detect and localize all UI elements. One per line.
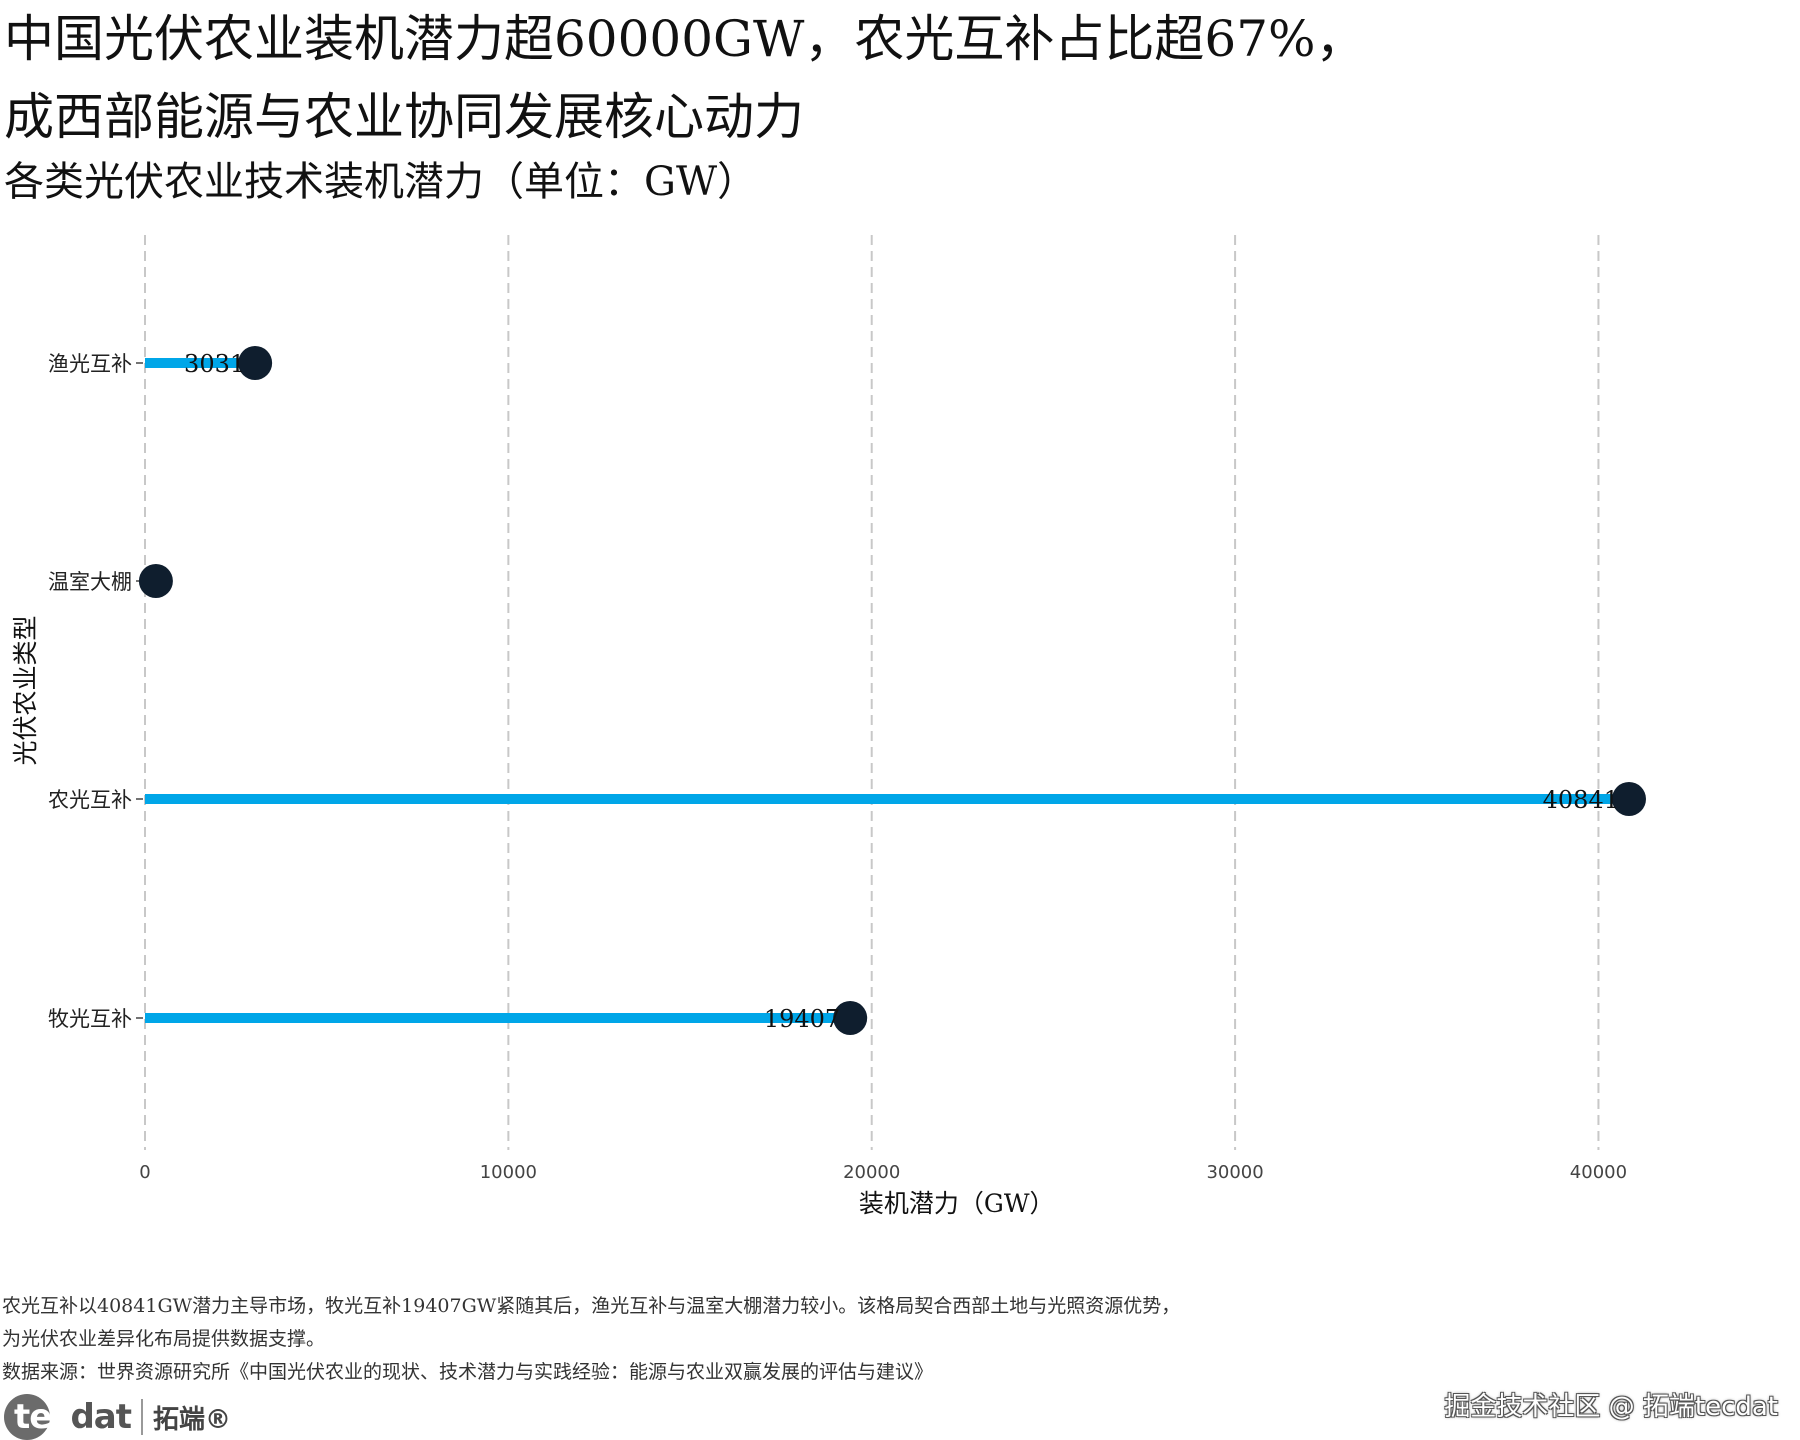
category-label: 牧光互补 [48, 1007, 132, 1031]
source-note: 数据来源：世界资源研究所《中国光伏农业的现状、技术潜力与实践经验：能源与农业双赢… [2, 1361, 934, 1383]
data-labels: 3031 40841 19407 [184, 350, 1619, 1033]
y-axis-title: 光伏农业类型 [11, 615, 40, 765]
dot [138, 564, 173, 598]
chart-subtitle: 各类光伏农业技术装机潜力（单位：GW） [4, 159, 758, 205]
logo-wordmark-part-2: dat [70, 1397, 132, 1437]
tecdat-logo: tecdat 拓端® [4, 1394, 231, 1440]
data-label: 19407 [764, 1005, 840, 1033]
x-tick-label: 0 [139, 1162, 150, 1183]
footnote-line-2: 为光伏农业差异化布局提供数据支撑。 [2, 1328, 326, 1350]
logo-wordmark: tecdat [14, 1397, 132, 1437]
chart-title-line-2: 成西部能源与农业协同发展核心动力 [4, 88, 804, 146]
dot [238, 346, 273, 380]
x-tick-label: 10000 [480, 1162, 537, 1183]
logo-divider [141, 1399, 144, 1435]
category-label: 渔光互补 [48, 352, 132, 376]
x-tick-label: 20000 [843, 1162, 900, 1183]
data-label: 40841 [1543, 786, 1619, 814]
dot [1612, 782, 1646, 816]
x-axis-title: 装机潜力（GW） [859, 1189, 1055, 1218]
watermark: 掘金技术社区 @ 拓端tecdat [1444, 1392, 1778, 1422]
logo-chinese-name: 拓端® [153, 1404, 232, 1435]
dot [833, 1001, 868, 1035]
stems [145, 358, 1629, 1023]
x-axis-ticks: 0 10000 20000 30000 40000 [139, 1162, 1627, 1183]
x-tick-label: 30000 [1206, 1162, 1263, 1183]
dots [138, 346, 1646, 1035]
category-label: 温室大棚 [48, 570, 132, 594]
footnote-line-1: 农光互补以40841GW潜力主导市场，牧光互补19407GW紧随其后，渔光互补与… [2, 1295, 1181, 1317]
data-label: 3031 [184, 350, 245, 378]
x-tick-label: 40000 [1570, 1162, 1627, 1183]
logo-wordmark-part-1: tec [14, 1397, 71, 1437]
logo-circle-icon [4, 1394, 50, 1440]
gridlines [144, 235, 1600, 1150]
chart-title-line-1: 中国光伏农业装机潜力超60000GW，农光互补占比超67%， [4, 10, 1366, 68]
category-label: 农光互补 [48, 788, 132, 812]
